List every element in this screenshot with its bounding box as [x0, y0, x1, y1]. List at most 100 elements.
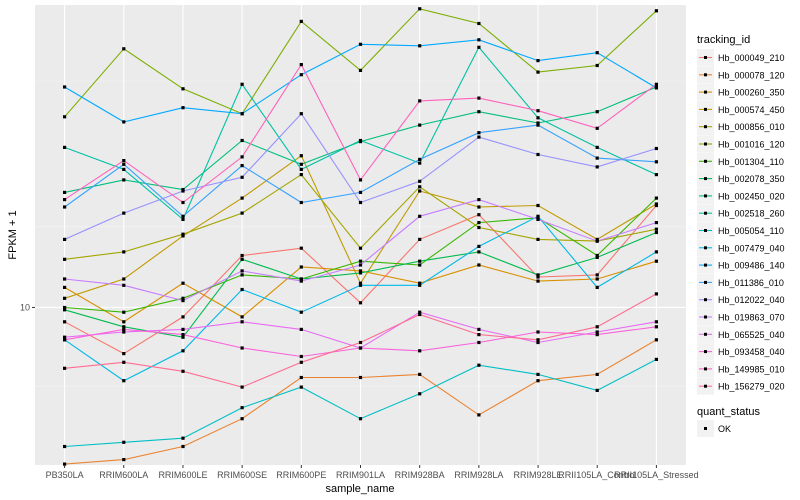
x-tick-label: RRIM600SE	[217, 470, 267, 480]
legend-label: Hb_001016_120	[718, 140, 785, 150]
data-point	[654, 9, 658, 13]
data-point	[595, 372, 599, 376]
data-point	[654, 230, 658, 235]
legend-item: Hb_002450_020	[697, 187, 785, 205]
legend-label: Hb_000078_120	[718, 70, 785, 80]
data-point	[181, 444, 185, 449]
data-point	[63, 237, 67, 241]
data-point	[418, 259, 422, 263]
data-point	[63, 190, 67, 194]
data-point	[181, 106, 185, 110]
data-point	[240, 196, 244, 200]
data-point	[240, 164, 244, 168]
data-point	[477, 250, 481, 254]
data-point	[181, 315, 185, 319]
data-point	[181, 299, 185, 303]
data-point	[477, 38, 481, 42]
legend-key-point	[704, 159, 707, 163]
data-point	[418, 123, 422, 127]
legend-item: Hb_000260_350	[697, 83, 785, 101]
data-point	[240, 155, 244, 159]
data-point	[536, 109, 540, 113]
data-point	[181, 214, 185, 218]
data-point	[63, 277, 67, 281]
data-point	[358, 269, 363, 273]
data-point	[299, 173, 303, 177]
data-point	[595, 110, 599, 114]
data-point	[181, 436, 185, 440]
legend: tracking_id Hb_000049_210Hb_000078_120Hb…	[697, 34, 785, 437]
data-point	[181, 189, 185, 193]
data-point	[63, 145, 67, 149]
x-tick-label: RRIM600PE	[276, 470, 326, 480]
x-axis-title: sample_name	[325, 483, 394, 495]
legend-item: Hb_156279_020	[697, 377, 785, 395]
legend-key-point	[704, 263, 707, 267]
data-point	[477, 135, 481, 139]
data-point	[240, 138, 244, 143]
legend-label: Hb_002078_350	[718, 174, 785, 184]
data-point	[63, 257, 67, 261]
legend-label: Hb_011386_010	[718, 278, 784, 288]
data-point	[299, 154, 303, 158]
data-point	[536, 203, 540, 208]
data-point	[654, 221, 658, 225]
legend-key-point	[704, 332, 707, 336]
legend-item: Hb_001304_110	[697, 152, 784, 170]
data-point	[240, 315, 244, 319]
data-point	[418, 214, 422, 218]
data-point	[654, 259, 658, 263]
legend-label: Hb_002518_260	[718, 209, 785, 219]
data-point	[122, 211, 126, 215]
data-point	[299, 63, 303, 67]
legend-item: Hb_065525_040	[697, 325, 785, 343]
data-point	[536, 338, 540, 342]
data-point	[595, 277, 599, 281]
legend-item: Hb_011386_010	[697, 273, 784, 291]
legend-key-point	[704, 125, 707, 129]
x-tick-label: RRII105LA_Control	[558, 470, 636, 480]
data-point	[654, 320, 658, 324]
data-point	[536, 70, 540, 74]
data-point	[299, 360, 303, 364]
data-point	[358, 340, 363, 345]
data-point	[595, 255, 599, 259]
data-point	[181, 333, 185, 337]
data-point	[418, 349, 422, 353]
data-point	[654, 82, 658, 86]
data-point	[122, 458, 126, 462]
legend-key-point	[704, 280, 707, 284]
data-point	[536, 237, 540, 241]
y-axis-title: FPKM + 1	[7, 210, 19, 259]
legend-label: Hb_005054_110	[718, 226, 784, 236]
data-point	[358, 417, 363, 421]
legend-label: Hb_007479_040	[718, 243, 785, 253]
legend-key-point	[704, 142, 707, 146]
legend-key-point	[704, 246, 707, 250]
legend-item: Hb_012022_040	[697, 291, 785, 309]
data-point	[358, 346, 363, 350]
data-point	[418, 157, 422, 161]
legend-key-point	[704, 384, 707, 388]
legend-label: Hb_000856_010	[718, 122, 785, 132]
data-point	[536, 275, 540, 279]
data-point	[63, 338, 67, 342]
data-point	[418, 44, 422, 48]
legend-item: Hb_149985_010	[697, 360, 785, 378]
data-point	[122, 120, 126, 124]
data-point	[299, 246, 303, 250]
data-point	[181, 327, 185, 331]
data-point	[240, 320, 244, 324]
data-point	[122, 330, 126, 334]
data-point	[240, 211, 244, 215]
data-point	[358, 259, 363, 263]
data-point	[595, 237, 599, 241]
legend-label: Hb_065525_040	[718, 330, 785, 340]
legend-key-point	[704, 350, 707, 354]
data-point	[418, 283, 422, 287]
legend-key-point	[704, 298, 707, 302]
legend-item: Hb_001016_120	[697, 135, 785, 153]
data-point	[299, 167, 303, 171]
legend-item: Hb_000078_120	[697, 66, 785, 84]
data-point	[181, 349, 185, 353]
